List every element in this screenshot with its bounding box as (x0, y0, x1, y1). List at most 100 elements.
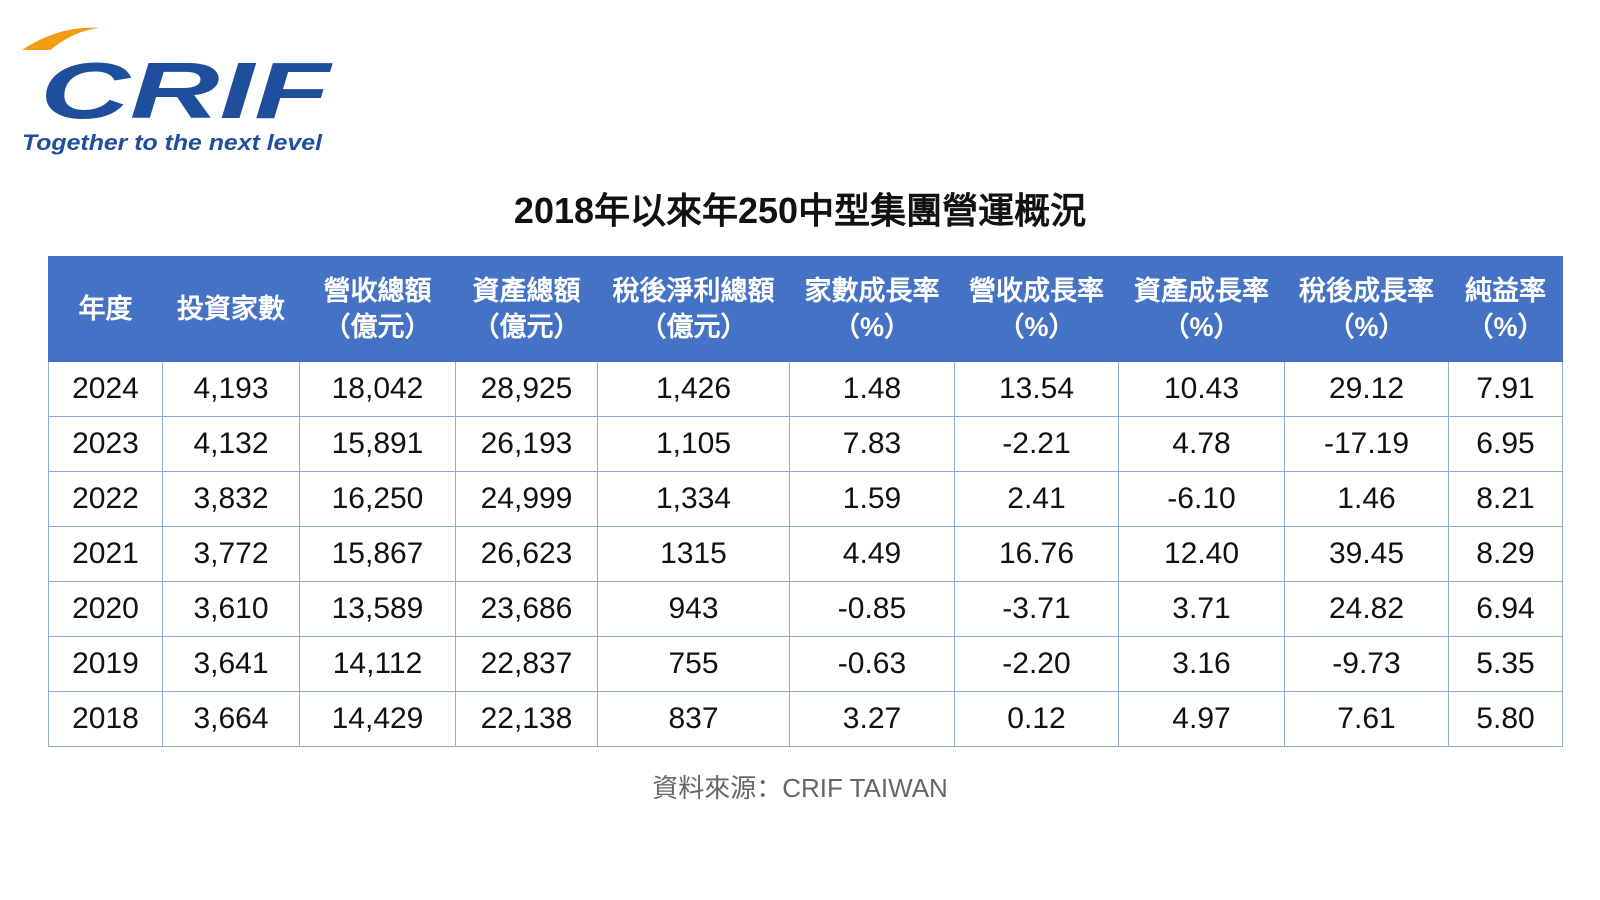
logo-tagline: Together to the next level (22, 130, 323, 155)
table-cell: 12.40 (1118, 526, 1285, 582)
table-cell: 2019 (48, 636, 163, 692)
table-cell: 2022 (48, 471, 163, 527)
header-cell: 稅後成長率 （%） (1284, 256, 1449, 362)
table-cell: 2024 (48, 361, 163, 417)
header-cell: 營收總額 （億元） (299, 256, 456, 362)
table-cell: 4.97 (1118, 691, 1285, 747)
table-cell: 10.43 (1118, 361, 1285, 417)
table-cell: -2.20 (954, 636, 1119, 692)
header-text: 營收成長率 (969, 276, 1104, 306)
logo-swoosh (22, 27, 100, 50)
table-cell: 7.61 (1284, 691, 1449, 747)
table-cell: 24,999 (455, 471, 598, 527)
header-text: （億元） (323, 312, 432, 342)
table-cell: 2.41 (954, 471, 1119, 527)
table-cell: 5.35 (1448, 636, 1563, 692)
table-cell: 2021 (48, 526, 163, 582)
header-text: （%） (1327, 312, 1406, 342)
data-table: 年度 投資家數 營收總額 （億元） 資產總額 （億元） 稅後淨利總額 （億元） 家數成長率 （%）… (48, 256, 1563, 747)
table-row: 2023 4,132 15,891 26,193 1,105 7.83 -2.21 4.78-… (48, 416, 1563, 472)
table-cell: -2.21 (954, 416, 1119, 472)
table-cell: 1,334 (597, 471, 790, 527)
table-cell: 3.16 (1118, 636, 1285, 692)
table-cell: 7.83 (789, 416, 955, 472)
table-cell: 3,641 (162, 636, 300, 692)
table-cell: -0.63 (789, 636, 955, 692)
table-cell: 7.91 (1448, 361, 1563, 417)
table-cell: 16,250 (299, 471, 456, 527)
logo-name: CRIF (40, 46, 333, 135)
table-body: 2024 4,193 18,042 28,925 1,426 1.48 13.54 10.43… (48, 361, 1563, 747)
header-text: （%） (997, 312, 1076, 342)
table-row: 2021 3,772 15,867 26,623 1315 4.49 16.76 12.40 3… (48, 526, 1563, 582)
table-row: 2020 3,610 13,589 23,686 943 -0.85 -3.71 3.71 24… (48, 581, 1563, 637)
table-cell: 26,623 (455, 526, 598, 582)
table-cell: 13.54 (954, 361, 1119, 417)
table-cell: 8.21 (1448, 471, 1563, 527)
header-text: （%） (1162, 312, 1241, 342)
table-cell: -17.19 (1284, 416, 1449, 472)
table-cell: 13,589 (299, 581, 456, 637)
table-cell: 8.29 (1448, 526, 1563, 582)
table-cell: 837 (597, 691, 790, 747)
table-cell: 4,132 (162, 416, 300, 472)
table-cell: 26,193 (455, 416, 598, 472)
header-row: 年度 投資家數 營收總額 （億元） 資產總額 （億元） 稅後淨利總額 （億元） 家數成長率 （%）… (48, 256, 1563, 362)
table-cell: 2020 (48, 581, 163, 637)
header-text: 年度 (78, 294, 133, 324)
header-text: 稅後成長率 (1299, 276, 1434, 306)
table-cell: 2023 (48, 416, 163, 472)
table-cell: 1315 (597, 526, 790, 582)
table-cell: 6.94 (1448, 581, 1563, 637)
header-cell: 家數成長率 （%） (789, 256, 955, 362)
header-text: 資產成長率 (1134, 276, 1269, 306)
header-text: （%） (832, 312, 911, 342)
table-cell: -9.73 (1284, 636, 1449, 692)
table-cell: 4,193 (162, 361, 300, 417)
header-cell: 投資家數 (162, 256, 300, 362)
header-cell: 純益率 （%） (1448, 256, 1563, 362)
table-cell: 1.46 (1284, 471, 1449, 527)
table-row: 2024 4,193 18,042 28,925 1,426 1.48 13.54 10.43… (48, 361, 1563, 417)
table-cell: 1.59 (789, 471, 955, 527)
header-text: 稅後淨利總額 (612, 276, 775, 306)
table-cell: 755 (597, 636, 790, 692)
header-text: 純益率 (1465, 276, 1546, 306)
table-cell: 3,772 (162, 526, 300, 582)
table-row: 2018 3,664 14,429 22,138 837 3.27 0.12 4.97 7.61… (48, 691, 1563, 747)
table-cell: 39.45 (1284, 526, 1449, 582)
table-cell: 28,925 (455, 361, 598, 417)
table-row: 2022 3,832 16,250 24,999 1,334 1.59 2.41 -6.10 1… (48, 471, 1563, 527)
header-cell: 稅後淨利總額 （億元） (597, 256, 790, 362)
table-cell: 3.71 (1118, 581, 1285, 637)
header-text: （億元） (472, 312, 581, 342)
table-cell: 1,105 (597, 416, 790, 472)
table-cell: 6.95 (1448, 416, 1563, 472)
table-cell: -0.85 (789, 581, 955, 637)
header-cell: 營收成長率 （%） (954, 256, 1119, 362)
table-cell: 14,429 (299, 691, 456, 747)
header-text: （%） (1466, 312, 1545, 342)
table-cell: 4.49 (789, 526, 955, 582)
table-cell: 15,891 (299, 416, 456, 472)
table-cell: 1,426 (597, 361, 790, 417)
table-cell: 24.82 (1284, 581, 1449, 637)
header-text: 資產總額 (472, 276, 581, 306)
table-cell: 18,042 (299, 361, 456, 417)
header-cell: 年度 (48, 256, 163, 362)
table-cell: 14,112 (299, 636, 456, 692)
header-text: 家數成長率 (804, 276, 940, 306)
table-cell: 3,610 (162, 581, 300, 637)
table-cell: 0.12 (954, 691, 1119, 747)
table-cell: -6.10 (1118, 471, 1285, 527)
logo: CRIF Together to the next level (22, 27, 333, 155)
table-cell: 5.80 (1448, 691, 1563, 747)
table-cell: 4.78 (1118, 416, 1285, 472)
table-cell: -3.71 (954, 581, 1119, 637)
table-cell: 1.48 (789, 361, 955, 417)
source: 資料來源：CRIF TAIWAN (652, 773, 948, 803)
header-cell: 資產成長率 （%） (1118, 256, 1285, 362)
table-cell: 16.76 (954, 526, 1119, 582)
header-text: 投資家數 (177, 294, 285, 324)
